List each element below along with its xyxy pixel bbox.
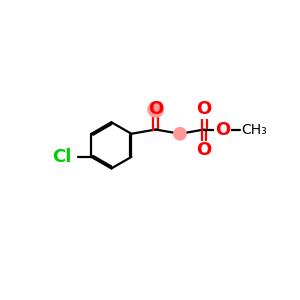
Text: O: O [196,141,212,159]
Circle shape [174,128,186,140]
Text: CH₃: CH₃ [241,122,267,136]
Text: O: O [148,100,163,118]
Text: O: O [215,121,230,139]
Text: O: O [196,100,212,118]
Circle shape [148,102,164,117]
Text: Cl: Cl [52,148,71,166]
